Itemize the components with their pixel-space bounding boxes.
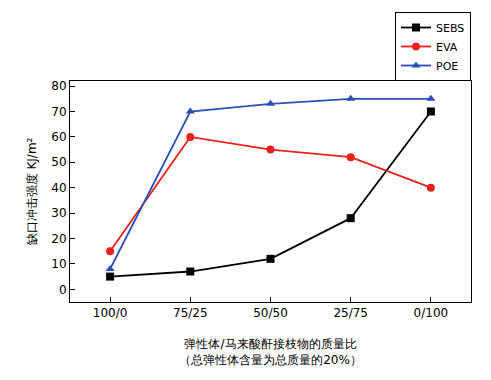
- svg-text:20: 20: [51, 232, 66, 246]
- svg-text:弹性体/马来酸酐接枝物的质量比（总弹性体含量为总质量的20%: 弹性体/马来酸酐接枝物的质量比（总弹性体含量为总质量的20%）: [179, 337, 362, 367]
- svg-text:0/100: 0/100: [414, 306, 449, 320]
- svg-text:75/25: 75/25: [173, 306, 208, 320]
- svg-text:25/75: 25/75: [333, 306, 368, 320]
- svg-text:10: 10: [51, 257, 66, 271]
- svg-text:SEBS: SEBS: [436, 22, 464, 35]
- svg-text:70: 70: [51, 105, 66, 119]
- svg-text:40: 40: [51, 181, 66, 195]
- svg-text:100/0: 100/0: [93, 306, 128, 320]
- svg-text:50: 50: [51, 155, 66, 169]
- svg-text:缺口冲击强度 KJ/m²: 缺口冲击强度 KJ/m²: [25, 137, 39, 245]
- svg-text:80: 80: [51, 79, 66, 93]
- svg-text:POE: POE: [436, 60, 458, 73]
- svg-text:60: 60: [51, 130, 66, 144]
- svg-text:0: 0: [59, 283, 67, 297]
- svg-text:EVA: EVA: [436, 41, 458, 54]
- svg-text:50/50: 50/50: [253, 306, 288, 320]
- svg-text:30: 30: [51, 206, 66, 220]
